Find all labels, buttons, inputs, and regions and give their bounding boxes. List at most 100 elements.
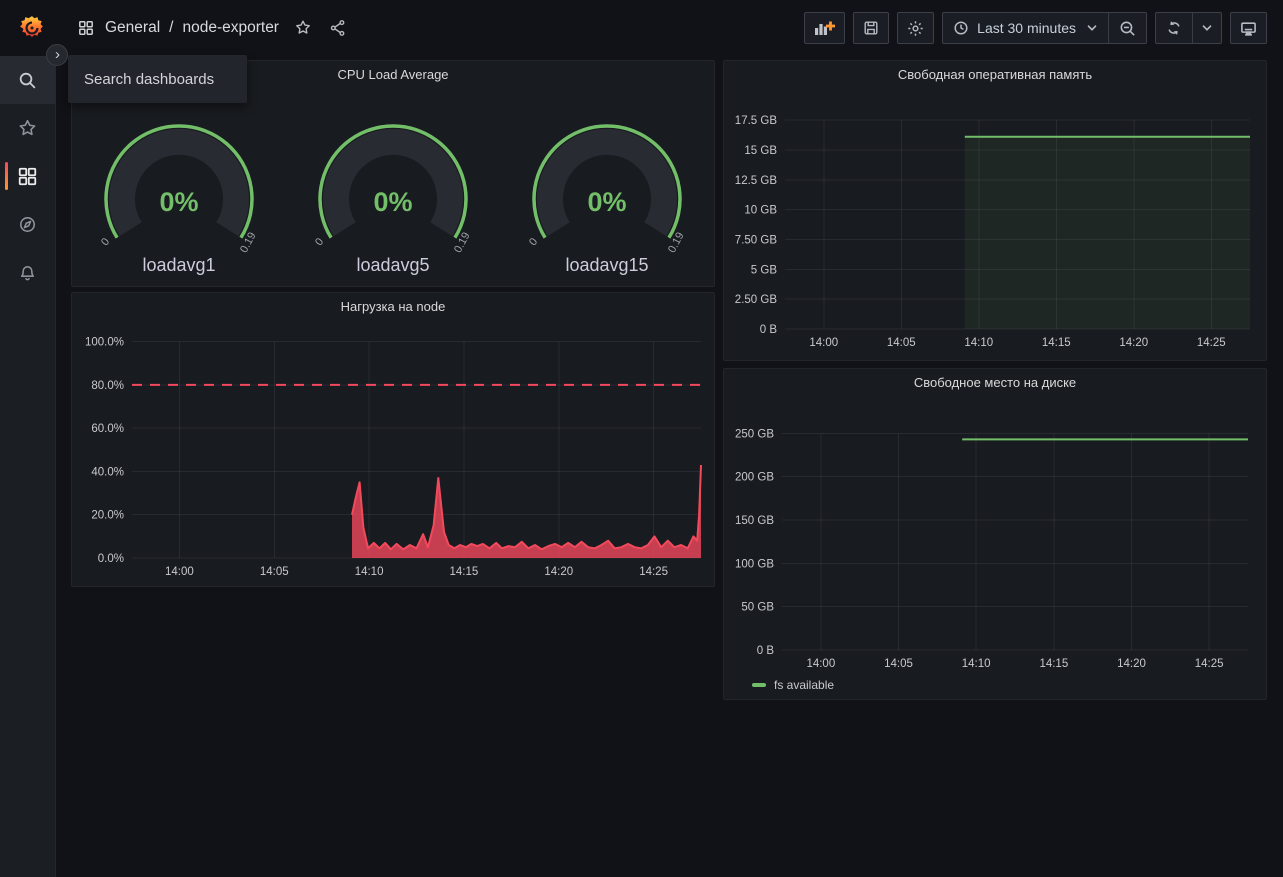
refresh-button[interactable] — [1156, 13, 1192, 43]
panel-title[interactable]: Нагрузка на node — [72, 293, 714, 321]
svg-text:0%: 0% — [373, 187, 412, 217]
gauge-viz: 0%00.19 — [293, 89, 493, 261]
save-dashboard-button[interactable] — [853, 12, 889, 44]
svg-text:14:20: 14:20 — [544, 566, 573, 578]
toolbar: Last 30 minutes — [804, 12, 1267, 44]
svg-text:0%: 0% — [159, 187, 198, 217]
svg-text:50 GB: 50 GB — [741, 602, 774, 614]
refresh-group — [1155, 12, 1222, 44]
svg-text:40.0%: 40.0% — [91, 466, 124, 478]
svg-text:0.0%: 0.0% — [98, 553, 124, 565]
legend-item-fs-available[interactable]: fs available — [752, 678, 834, 692]
svg-text:14:05: 14:05 — [260, 566, 289, 578]
share-icon — [329, 19, 347, 37]
chevron-right-icon: › — [55, 47, 60, 62]
svg-text:14:05: 14:05 — [884, 658, 913, 670]
disk-chart[interactable]: 14:00 14:05 14:10 14:15 14:20 14:25 0 B 50 GB 10… — [724, 397, 1267, 700]
add-panel-button[interactable] — [804, 12, 845, 44]
svg-text:14:00: 14:00 — [806, 658, 835, 670]
gauge-viz: 0%00.19 — [79, 89, 279, 261]
sidebar — [0, 56, 56, 877]
share-dashboard-button[interactable] — [327, 17, 349, 39]
sidebar-item-dashboards[interactable] — [0, 152, 55, 200]
svg-text:14:05: 14:05 — [887, 337, 916, 349]
svg-text:17.5 GB: 17.5 GB — [735, 115, 778, 127]
svg-text:80.0%: 80.0% — [91, 380, 124, 392]
svg-text:14:00: 14:00 — [165, 566, 194, 578]
apps-icon — [17, 166, 38, 187]
gear-icon — [907, 20, 924, 37]
svg-text:14:10: 14:10 — [962, 658, 991, 670]
active-indicator — [5, 162, 8, 190]
gauge-row: 0%00.19 loadavg1 0%00.19 loadavg5 0%00.1… — [72, 89, 714, 276]
sidebar-expand-button[interactable]: › — [46, 44, 68, 66]
svg-text:14:20: 14:20 — [1119, 337, 1148, 349]
search-minus-icon — [1119, 20, 1136, 37]
svg-text:14:25: 14:25 — [639, 566, 668, 578]
svg-text:14:25: 14:25 — [1197, 337, 1226, 349]
search-tooltip-text: Search dashboards — [84, 71, 214, 88]
svg-text:14:15: 14:15 — [1042, 337, 1071, 349]
gauge-label: loadavg1 — [142, 255, 215, 276]
breadcrumb-section[interactable]: General — [105, 19, 160, 37]
kiosk-mode-button[interactable] — [1230, 12, 1267, 44]
svg-text:2.50 GB: 2.50 GB — [735, 294, 778, 306]
search-tooltip: Search dashboards — [68, 55, 247, 103]
svg-text:0: 0 — [527, 236, 540, 248]
svg-text:200 GB: 200 GB — [735, 472, 774, 484]
time-range-button[interactable]: Last 30 minutes — [943, 13, 1108, 43]
refresh-interval-button[interactable] — [1192, 13, 1221, 43]
search-icon — [17, 70, 38, 91]
panel-node-load: Нагрузка на node 14:0014:0514:1014:1514:… — [71, 292, 715, 587]
gauge-label: loadavg15 — [565, 255, 648, 276]
svg-text:14:10: 14:10 — [355, 566, 384, 578]
breadcrumb-page[interactable]: node-exporter — [182, 19, 279, 37]
time-range-label: Last 30 minutes — [977, 20, 1076, 36]
save-icon — [863, 20, 879, 36]
gauge-viz: 0%00.19 — [507, 89, 707, 261]
sidebar-item-search[interactable] — [0, 56, 55, 104]
svg-text:14:20: 14:20 — [1117, 658, 1146, 670]
star-icon — [294, 19, 312, 37]
gauge-label: loadavg5 — [356, 255, 429, 276]
svg-text:0%: 0% — [587, 187, 626, 217]
gauge-loadavg15: 0%00.19 loadavg15 — [507, 89, 707, 276]
svg-text:5 GB: 5 GB — [751, 264, 778, 276]
svg-text:0 B: 0 B — [757, 645, 775, 657]
dashboard-settings-button[interactable] — [897, 12, 934, 44]
sidebar-item-explore[interactable] — [0, 200, 55, 248]
star-dashboard-button[interactable] — [292, 17, 314, 39]
panel-title[interactable]: Свободное место на диске — [724, 369, 1266, 397]
panel-add-icon — [814, 20, 835, 36]
svg-text:100 GB: 100 GB — [735, 558, 774, 570]
zoom-out-button[interactable] — [1108, 13, 1146, 43]
svg-text:250 GB: 250 GB — [735, 428, 774, 440]
load-chart[interactable]: 14:0014:0514:1014:1514:2014:250.0%20.0%4… — [72, 321, 715, 587]
sidebar-item-alerting[interactable] — [0, 248, 55, 296]
legend-label: fs available — [774, 678, 834, 692]
svg-text:15 GB: 15 GB — [744, 145, 777, 157]
clock-icon — [953, 20, 969, 36]
legend-swatch — [752, 683, 766, 687]
sidebar-item-starred[interactable] — [0, 104, 55, 152]
panel-title[interactable]: Свободная оперативная память — [724, 61, 1266, 89]
svg-text:14:00: 14:00 — [809, 337, 838, 349]
time-picker-group: Last 30 minutes — [942, 12, 1147, 44]
star-icon — [17, 118, 38, 139]
svg-text:0: 0 — [99, 236, 112, 248]
panel-free-disk: Свободное место на диске 14:00 14:05 14:10… — [723, 368, 1267, 700]
chevron-down-icon — [1086, 22, 1098, 34]
svg-text:14:15: 14:15 — [1039, 658, 1068, 670]
compass-icon — [17, 214, 38, 235]
navbar: General / node-exporter — [0, 0, 1283, 56]
svg-text:14:25: 14:25 — [1195, 658, 1224, 670]
breadcrumb-separator: / — [169, 19, 173, 37]
chevron-down-icon — [1201, 22, 1213, 34]
gauge-loadavg5: 0%00.19 loadavg5 — [293, 89, 493, 276]
svg-text:14:10: 14:10 — [964, 337, 993, 349]
breadcrumb: General / node-exporter — [72, 17, 349, 39]
bell-icon — [17, 262, 38, 283]
ram-chart[interactable]: 14:0014:0514:1014:1514:2014:250 B2.50 GB… — [724, 89, 1267, 361]
grafana-logo[interactable] — [18, 14, 46, 42]
svg-text:7.50 GB: 7.50 GB — [735, 234, 778, 246]
